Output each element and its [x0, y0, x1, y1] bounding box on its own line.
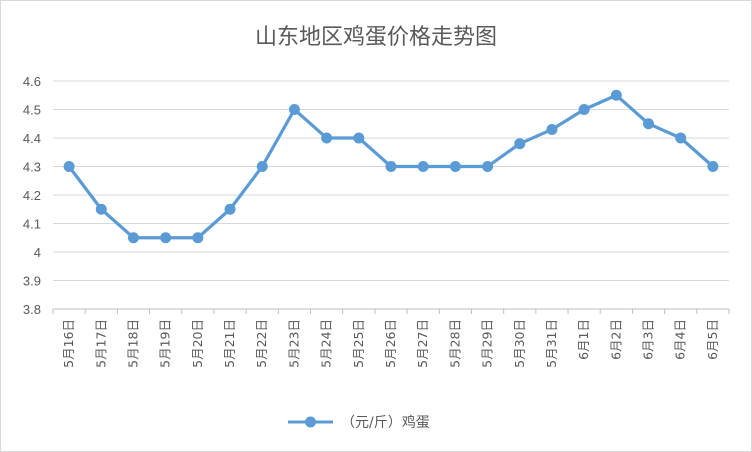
legend: （元/斤）鸡蛋 — [288, 414, 430, 431]
y-tick-label: 4.3 — [23, 160, 41, 175]
x-tick-label: 5月18日 — [125, 319, 140, 368]
x-tick-label: 5月26日 — [383, 319, 398, 368]
data-point — [192, 232, 204, 244]
series-lines — [63, 89, 719, 244]
data-point — [95, 203, 107, 215]
data-point — [288, 104, 300, 115]
x-tick-label: 5月24日 — [319, 319, 334, 368]
data-point — [256, 161, 268, 172]
x-tick-label: 5月19日 — [158, 319, 173, 368]
gridlines — [53, 80, 729, 310]
data-point — [546, 123, 558, 135]
x-tick-label: 5月16日 — [61, 319, 76, 368]
data-point — [224, 203, 236, 215]
y-axis-ticks: 3.8 3.9 4 4.1 4.2 4.3 4.4 4.5 4.6 — [23, 74, 41, 317]
data-point — [449, 161, 461, 172]
x-tick-label: 5月31日 — [544, 319, 559, 368]
data-point — [321, 132, 333, 144]
x-axis: 5月16日 5月17日 5月18日 5月19日 5月20日 5月21日 5月22日 5月23日… — [52, 309, 730, 368]
y-tick-label: 4.4 — [23, 131, 41, 146]
x-tick-label: 6月5日 — [705, 319, 720, 360]
x-tick-label: 5月27日 — [415, 319, 430, 368]
x-tick-label: 5月23日 — [286, 319, 301, 368]
x-tick-label: 6月4日 — [673, 319, 688, 360]
x-tick-label: 6月3日 — [641, 319, 656, 360]
x-tick-label: 5月17日 — [93, 319, 108, 368]
x-tick-label: 5月25日 — [351, 319, 366, 368]
data-point — [160, 232, 172, 244]
data-point — [675, 132, 687, 144]
x-tick-label: 6月1日 — [576, 319, 591, 360]
data-point — [353, 132, 365, 144]
legend-dot-marker — [305, 416, 316, 428]
x-tick-label: 5月22日 — [254, 319, 269, 368]
x-tick-label: 5月21日 — [222, 319, 237, 368]
data-point — [578, 104, 590, 115]
data-point — [514, 138, 526, 150]
y-tick-label: 4.5 — [23, 103, 41, 118]
y-tick-label: 4.2 — [23, 188, 41, 203]
y-tick-label: 4.6 — [23, 74, 41, 89]
y-tick-label: 3.9 — [23, 274, 41, 289]
data-point — [482, 161, 494, 172]
data-point — [707, 161, 719, 172]
x-tick-label: 5月29日 — [480, 319, 495, 368]
x-tick-label: 5月28日 — [447, 319, 462, 368]
x-tick-label: 5月20日 — [190, 319, 205, 368]
x-tick-label: 6月2日 — [608, 319, 623, 360]
data-point — [385, 161, 397, 172]
data-point — [63, 161, 75, 172]
y-tick-label: 3.8 — [23, 302, 41, 317]
y-tick-label: 4.1 — [23, 217, 41, 232]
y-tick-label: 4 — [34, 245, 41, 260]
data-point — [417, 161, 429, 172]
x-tick-label: 5月30日 — [512, 319, 527, 368]
data-point — [610, 89, 622, 101]
data-point — [643, 118, 655, 130]
legend-label: （元/斤）鸡蛋 — [341, 414, 430, 431]
data-point — [127, 232, 139, 244]
chart-title: 山东地区鸡蛋价格走势图 — [255, 25, 497, 50]
